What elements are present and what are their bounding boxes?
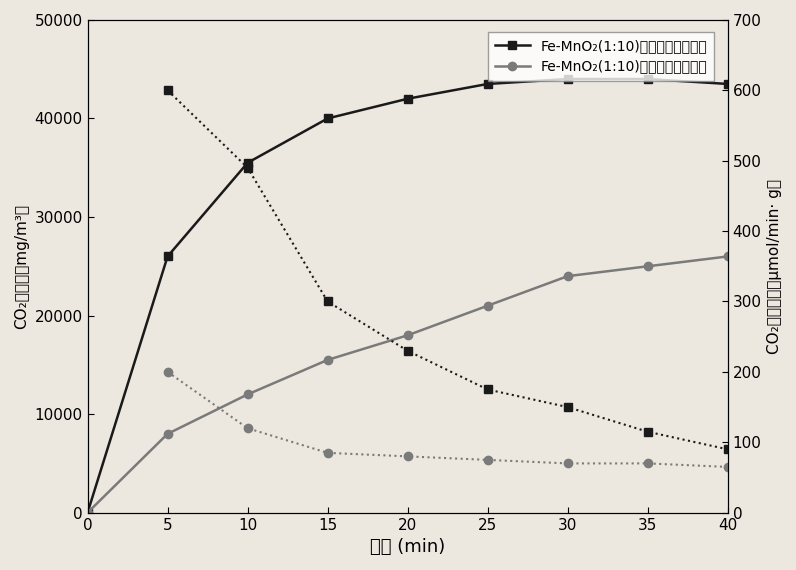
Fe-MnO₂(1:10)在三个太阳光强下 — [163, 430, 173, 437]
Fe-MnO₂(1:10)在四个太阳光强下 — [563, 76, 572, 83]
Fe-MnO₂(1:10)在三个太阳光强下 — [643, 263, 653, 270]
Fe-MnO₂(1:10)在四个太阳光强下 — [643, 76, 653, 83]
Fe-MnO₂(1:10)在四个太阳光强下 — [83, 509, 92, 516]
Fe-MnO₂(1:10)在三个太阳光强下 — [243, 391, 252, 398]
Fe-MnO₂(1:10)在四个太阳光强下 — [403, 95, 412, 102]
Fe-MnO₂(1:10)在三个太阳光强下 — [323, 356, 333, 363]
Legend: Fe-MnO₂(1:10)在四个太阳光强下, Fe-MnO₂(1:10)在三个太阳光强下: Fe-MnO₂(1:10)在四个太阳光强下, Fe-MnO₂(1:10)在三个太… — [488, 32, 714, 80]
Fe-MnO₂(1:10)在四个太阳光强下 — [243, 160, 252, 166]
Fe-MnO₂(1:10)在三个太阳光强下 — [723, 253, 732, 260]
X-axis label: 时间 (min): 时间 (min) — [370, 538, 445, 556]
Fe-MnO₂(1:10)在三个太阳光强下 — [83, 509, 92, 516]
Fe-MnO₂(1:10)在三个太阳光强下 — [563, 272, 572, 279]
Line: Fe-MnO₂(1:10)在四个太阳光强下: Fe-MnO₂(1:10)在四个太阳光强下 — [84, 75, 732, 517]
Y-axis label: CO₂生成量（mg/m³）: CO₂生成量（mg/m³） — [14, 204, 29, 329]
Fe-MnO₂(1:10)在三个太阳光强下 — [403, 332, 412, 339]
Fe-MnO₂(1:10)在三个太阳光强下 — [483, 302, 493, 309]
Fe-MnO₂(1:10)在四个太阳光强下 — [323, 115, 333, 122]
Line: Fe-MnO₂(1:10)在三个太阳光强下: Fe-MnO₂(1:10)在三个太阳光强下 — [84, 253, 732, 517]
Fe-MnO₂(1:10)在四个太阳光强下 — [483, 80, 493, 87]
Fe-MnO₂(1:10)在四个太阳光强下 — [723, 80, 732, 87]
Y-axis label: CO₂生成速率（μmol/min· g）: CO₂生成速率（μmol/min· g） — [767, 179, 782, 354]
Fe-MnO₂(1:10)在四个太阳光强下 — [163, 253, 173, 260]
